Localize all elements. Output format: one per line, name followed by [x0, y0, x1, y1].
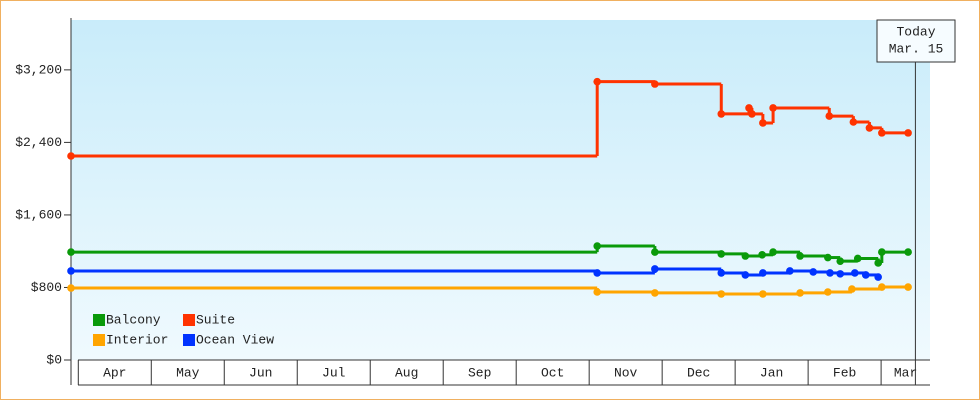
price-point [593, 269, 602, 277]
y-tick-label: $1,600 [15, 207, 62, 222]
price-point [851, 269, 859, 277]
price-point [849, 118, 858, 126]
price-point [651, 248, 659, 256]
x-tick-label: Jul [322, 365, 346, 380]
price-point [904, 283, 912, 291]
price-point [878, 248, 886, 256]
price-point [848, 285, 856, 293]
price-point [593, 242, 602, 250]
price-point [853, 254, 862, 263]
price-point [745, 104, 753, 112]
price-point [759, 119, 767, 127]
price-point [593, 77, 602, 86]
legend-swatch [183, 334, 195, 346]
price-point [825, 112, 834, 120]
price-point [878, 129, 886, 137]
x-tick-label: Dec [687, 365, 710, 380]
price-point [786, 267, 794, 275]
legend-label: Interior [106, 332, 168, 347]
price-point [67, 267, 75, 275]
x-tick-label: Sep [468, 365, 491, 380]
price-point [67, 284, 75, 292]
price-point [651, 289, 659, 297]
price-point [769, 104, 777, 112]
y-tick-label: $800 [31, 280, 62, 295]
plot-area [71, 20, 930, 360]
price-point [759, 269, 767, 277]
price-point [865, 124, 874, 132]
legend-swatch [183, 314, 195, 326]
y-tick-label: $0 [46, 352, 62, 367]
y-tick-label: $2,400 [15, 135, 62, 150]
price-point [874, 259, 882, 267]
price-point [741, 271, 750, 279]
legend-swatch [93, 334, 105, 346]
price-point [67, 248, 75, 256]
price-point [758, 251, 766, 259]
today-label: Today [896, 24, 935, 39]
price-point [874, 273, 882, 281]
price-point [796, 289, 804, 297]
legend-label: Balcony [106, 312, 161, 327]
price-point [904, 129, 912, 137]
x-tick-label: Mar [894, 365, 917, 380]
legend-label: Ocean View [196, 332, 274, 347]
x-tick-label: Jan [760, 365, 783, 380]
price-point [836, 257, 845, 265]
price-point [651, 265, 659, 273]
price-point [717, 110, 726, 118]
x-tick-label: May [176, 365, 200, 380]
price-point [759, 290, 767, 298]
legend-swatch [93, 314, 105, 326]
price-point [878, 283, 886, 291]
price-point [748, 110, 756, 118]
price-point [717, 290, 726, 298]
price-point [824, 288, 832, 296]
price-point [824, 253, 832, 262]
price-point [651, 80, 659, 88]
price-point [836, 270, 845, 278]
price-point [717, 250, 726, 258]
x-tick-label: Feb [833, 365, 856, 380]
x-tick-label: Oct [541, 365, 564, 380]
price-point [904, 248, 912, 256]
today-box [876, 19, 956, 63]
x-tick-label: Nov [614, 365, 638, 380]
x-tick-label: Apr [103, 365, 126, 380]
x-tick-label: Aug [395, 365, 418, 380]
price-point [826, 269, 834, 277]
y-tick-label: $3,200 [15, 62, 62, 77]
price-point [67, 152, 75, 160]
x-tick-label: Jun [249, 365, 272, 380]
price-point [741, 252, 750, 260]
price-point [769, 248, 777, 256]
price-point [717, 269, 726, 277]
price-point [809, 268, 818, 276]
today-label: Mar. 15 [889, 41, 944, 56]
price-point [861, 271, 870, 279]
price-point [593, 288, 602, 296]
price-point [796, 252, 804, 260]
legend-label: Suite [196, 312, 235, 327]
